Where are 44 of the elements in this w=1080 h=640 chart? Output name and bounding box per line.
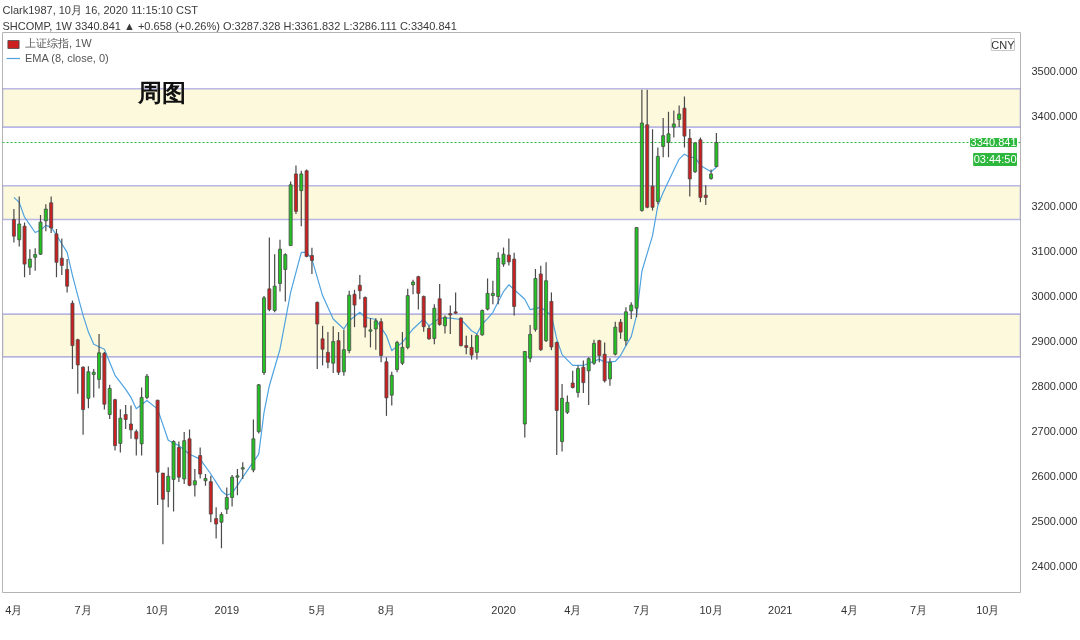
x-tick-label: 2019: [214, 603, 240, 616]
x-tick-label: 4月: [840, 603, 859, 616]
legend-label: 上证综指, 1W: [25, 36, 92, 51]
x-tick-label: 4月: [564, 603, 582, 616]
x-tick-label: 7月: [74, 603, 92, 616]
x-tick-label: 2020: [491, 603, 516, 616]
y-tick-label: 2400.000: [1031, 560, 1078, 573]
candlestick: [65, 258, 70, 294]
candlestick: [315, 300, 320, 370]
candlestick: [33, 247, 38, 272]
y-tick-label: 3400.000: [1031, 109, 1078, 122]
text: SHCOMP, 1W 3340.841 ▲ +0.658 (+0.26%) O:3287.328 H:3361.832 L:3286.111 C:3340.841: [2, 19, 457, 32]
candlestick: [235, 468, 240, 496]
candlestick: [671, 109, 676, 139]
text: Clark1987, 10月 16, 2020 11:15:10 CST: [2, 3, 199, 16]
candlestick: [320, 325, 325, 367]
x-tick-label: 5月: [308, 603, 326, 616]
y-tick-label: 2500.000: [1031, 515, 1078, 528]
candlestick: [357, 274, 362, 300]
ref-line-label: 3340.841: [970, 136, 1017, 149]
candlestick: [198, 446, 203, 480]
y-tick-label: 2800.000: [1031, 380, 1078, 393]
x-tick-label: 7月: [910, 603, 928, 616]
x-tick-label: 2021: [768, 603, 793, 616]
legend-label: EMA (8, close, 0): [25, 52, 109, 64]
candlestick: [129, 404, 133, 440]
annotation: CNY: [991, 38, 1016, 51]
text: 周图: [136, 78, 186, 106]
candlestick: [448, 304, 453, 335]
y-tick-label: 3100.000: [1031, 245, 1078, 257]
y-tick-label: 2900.000: [1031, 335, 1078, 348]
x-tick-label: 10月: [699, 603, 723, 616]
annotation: 03:44:50: [973, 153, 1017, 166]
candlestick: [368, 317, 373, 349]
y-tick-label: 3200.000: [1031, 199, 1078, 212]
x-tick-label: 10月: [145, 603, 170, 616]
x-tick-label: 4月: [5, 603, 23, 616]
y-tick-label: 3500.000: [1031, 64, 1078, 77]
x-tick-label: 7月: [633, 603, 651, 616]
y-tick-label: 3000.000: [1031, 290, 1078, 303]
x-tick-label: 8月: [377, 603, 395, 616]
y-tick-label: 2600.000: [1031, 470, 1078, 483]
x-tick-label: 10月: [976, 603, 1000, 616]
y-tick-label: 2700.000: [1031, 425, 1078, 438]
